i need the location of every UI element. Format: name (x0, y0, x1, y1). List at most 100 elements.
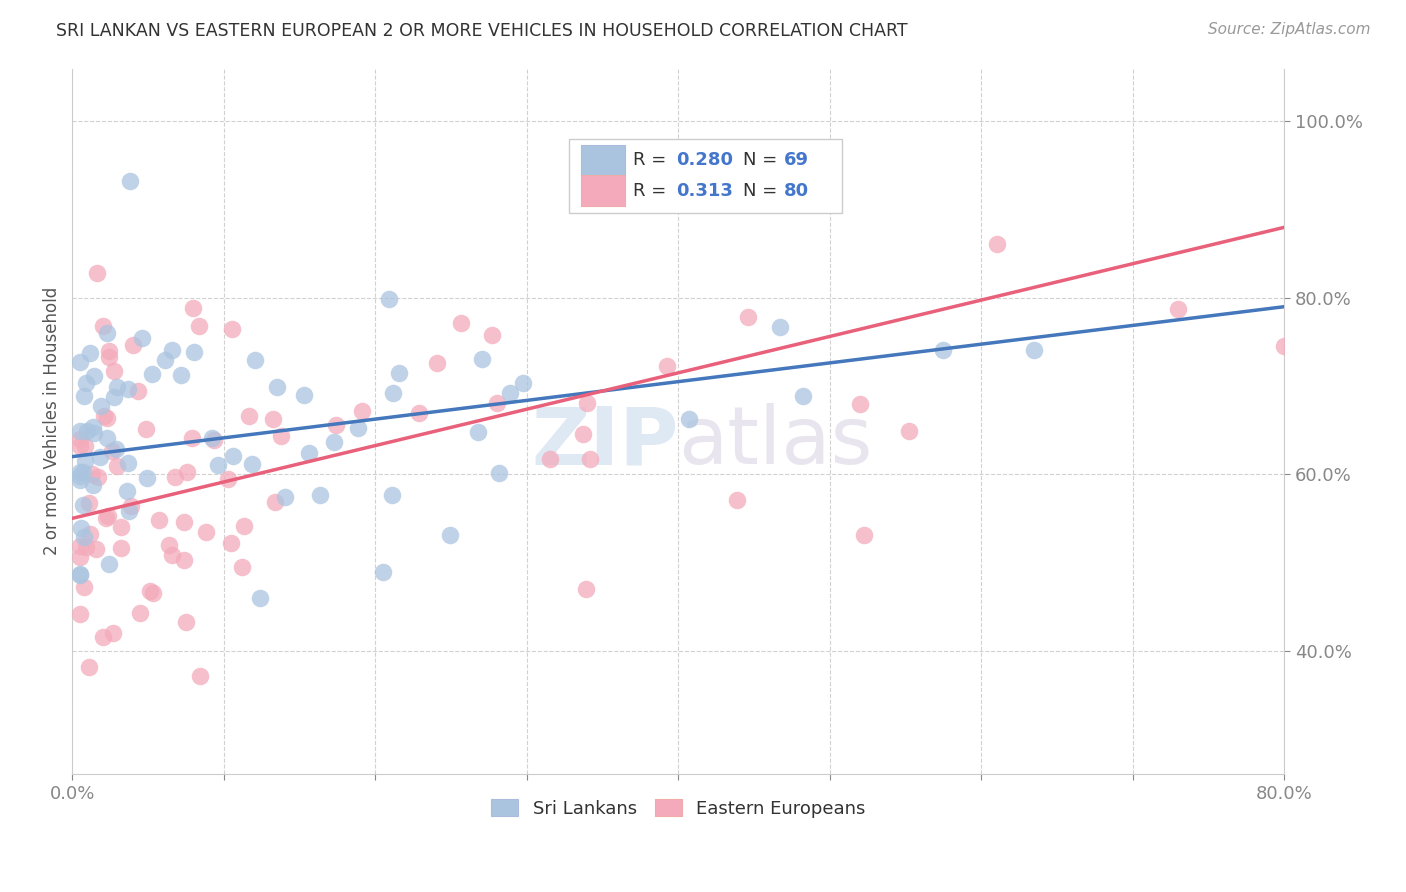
Point (104, 442, 127, 456)
Point (97, 508, 120, 523)
Point (898, 425, 921, 439)
Point (73, 580, 96, 594)
Point (69, 607, 91, 622)
Point (678, 412, 700, 426)
Point (165, 470, 187, 484)
Point (292, 388, 315, 402)
Point (69, 439, 91, 453)
Point (439, 527, 461, 541)
Point (160, 548, 183, 562)
Point (69, 466, 91, 480)
Point (157, 538, 180, 552)
Point (381, 488, 404, 502)
Point (1022, 343, 1045, 358)
Text: Source: ZipAtlas.com: Source: ZipAtlas.com (1208, 22, 1371, 37)
Point (69, 432, 91, 446)
Point (69, 540, 91, 554)
Point (219, 535, 242, 549)
Point (70, 521, 93, 535)
Point (83, 425, 105, 440)
Legend: Sri Lankans, Eastern Europeans: Sri Lankans, Eastern Europeans (484, 792, 873, 825)
Point (188, 669, 211, 683)
Point (174, 615, 197, 629)
Point (576, 396, 599, 410)
Point (242, 457, 264, 471)
Point (98, 351, 121, 365)
Point (69, 473, 91, 487)
Point (243, 352, 266, 367)
Point (381, 385, 404, 400)
Point (103, 364, 125, 378)
Point (488, 467, 510, 481)
Point (93, 409, 115, 423)
Point (103, 390, 125, 404)
Point (388, 366, 411, 380)
Point (183, 344, 205, 359)
Point (378, 292, 401, 306)
Point (135, 422, 157, 436)
Point (162, 343, 184, 357)
Point (105, 459, 128, 474)
Point (79, 527, 101, 541)
Point (769, 319, 792, 334)
Point (467, 425, 489, 439)
Text: N =: N = (742, 152, 783, 169)
Point (69, 550, 91, 565)
Point (129, 606, 152, 620)
Point (98, 557, 121, 571)
Point (1167, 301, 1189, 316)
Point (298, 446, 321, 460)
Point (86, 266, 108, 280)
Point (69, 424, 91, 438)
Point (426, 356, 449, 370)
Point (94, 511, 117, 525)
Point (481, 327, 503, 342)
Point (91, 319, 114, 334)
Point (262, 411, 284, 425)
Point (325, 417, 347, 432)
Point (72, 498, 94, 512)
Point (105, 380, 128, 394)
Point (90, 399, 112, 413)
Point (249, 591, 271, 605)
Point (96, 326, 118, 340)
Point (266, 380, 288, 394)
Point (323, 434, 346, 449)
Point (118, 504, 141, 518)
Point (96, 411, 118, 425)
Point (73, 439, 96, 453)
Point (579, 452, 602, 467)
Point (77, 496, 100, 510)
Point (135, 471, 157, 485)
Point (73, 454, 96, 468)
Point (69, 568, 91, 582)
Point (408, 406, 430, 420)
Point (69, 355, 91, 369)
Point (233, 518, 256, 533)
Point (373, 565, 395, 579)
Point (91, 630, 114, 644)
Point (110, 541, 132, 555)
Point (79, 660, 101, 674)
Point (121, 337, 143, 351)
Point (86, 470, 108, 484)
Point (221, 322, 243, 336)
Point (499, 385, 522, 400)
Point (188, 318, 211, 333)
Point (202, 434, 225, 448)
Point (347, 421, 370, 435)
Text: R =: R = (634, 152, 672, 169)
Point (98, 343, 121, 358)
Point (309, 488, 332, 502)
Text: R =: R = (634, 182, 672, 200)
Point (155, 353, 177, 368)
Text: SRI LANKAN VS EASTERN EUROPEAN 2 OR MORE VEHICLES IN HOUSEHOLD CORRELATION CHART: SRI LANKAN VS EASTERN EUROPEAN 2 OR MORE… (56, 22, 908, 40)
Point (69, 468, 91, 483)
Point (73, 530, 96, 544)
Point (148, 513, 170, 527)
Text: ZIP: ZIP (531, 403, 678, 482)
Point (75, 376, 97, 390)
Point (72, 465, 94, 479)
Point (207, 458, 229, 472)
Point (512, 376, 534, 390)
